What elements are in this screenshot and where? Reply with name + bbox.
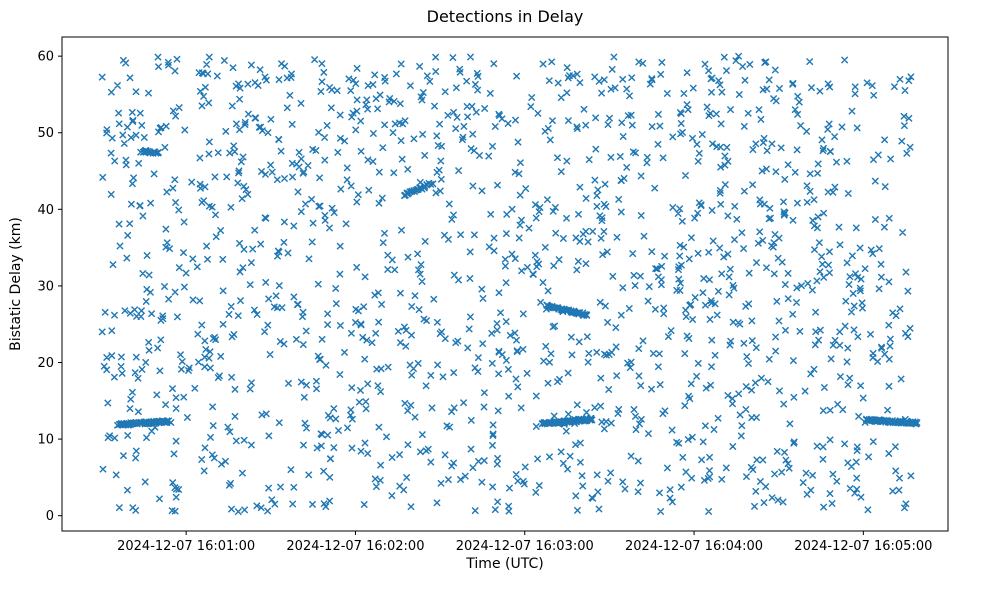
y-axis-label: Bistatic Delay (km) <box>8 217 24 351</box>
y-tick-label: 60 <box>37 50 54 65</box>
x-tick-label: 2024-12-07 16:05:00 <box>794 539 932 554</box>
y-tick-label: 10 <box>37 433 54 448</box>
y-tick-label: 30 <box>37 279 54 294</box>
x-axis-label: Time (UTC) <box>466 556 544 572</box>
y-tick-label: 40 <box>37 203 54 218</box>
x-tick-label: 2024-12-07 16:04:00 <box>625 539 763 554</box>
chart-title: Detections in Delay <box>426 7 584 26</box>
y-tick-label: 50 <box>37 126 54 141</box>
detection-markers <box>98 52 921 516</box>
y-tick-label: 20 <box>37 356 54 371</box>
x-tick-label: 2024-12-07 16:02:00 <box>286 539 424 554</box>
y-tick-label: 0 <box>46 509 54 524</box>
x-tick-label: 2024-12-07 16:01:00 <box>117 539 255 554</box>
x-tick-label: 2024-12-07 16:03:00 <box>456 539 594 554</box>
